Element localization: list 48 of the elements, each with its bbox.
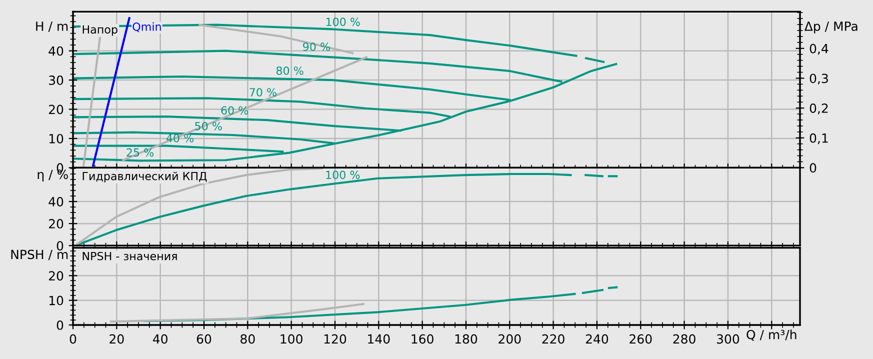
x-tick-label: 20 bbox=[110, 334, 124, 344]
y-tick-label: 40 bbox=[48, 197, 64, 206]
annotation: 80 % bbox=[276, 66, 304, 75]
x-tick-label: 200 bbox=[498, 334, 521, 344]
x-tick-label: 100 bbox=[280, 334, 302, 344]
annotation: 90 % bbox=[303, 42, 330, 51]
y2-tick-label: 0 bbox=[810, 163, 816, 173]
annotation: 100 % bbox=[326, 18, 360, 26]
x-tick-label: 60 bbox=[196, 334, 212, 344]
annotation: Гидравлический КПД bbox=[82, 172, 207, 182]
x-tick-label: 220 bbox=[542, 334, 564, 344]
y-tick-label: 10 bbox=[49, 134, 64, 144]
y2-tick-label: 0,1 bbox=[810, 133, 828, 144]
y-tick-label: 0 bbox=[56, 241, 64, 251]
y-tick-label: 20 bbox=[48, 104, 64, 114]
y-tick-label: 0 bbox=[56, 320, 64, 330]
y2-tick-label: 0,2 bbox=[810, 104, 828, 114]
y-tick-label: 30 bbox=[49, 76, 64, 85]
x-tick-label: 300 bbox=[716, 334, 740, 344]
annotation: 100 % bbox=[326, 170, 360, 180]
x-tick-label: 40 bbox=[152, 334, 168, 344]
x-tick-label: 160 bbox=[412, 334, 434, 344]
x-tick-label: 280 bbox=[673, 334, 696, 344]
y-axis-title: H / m bbox=[36, 22, 68, 32]
y-axis-title: NPSH / m bbox=[11, 250, 68, 260]
series-label: Qmin bbox=[132, 22, 161, 32]
x-tick-label: 180 bbox=[455, 334, 478, 344]
x-tick-label: 0 bbox=[70, 334, 76, 344]
annotation: 40 % bbox=[166, 134, 194, 142]
annotation: 25 % bbox=[126, 148, 154, 157]
annotation: Напор bbox=[82, 25, 118, 36]
y2-axis-title: Δp / MPa bbox=[804, 22, 858, 34]
annotation: 50 % bbox=[195, 122, 222, 130]
y-tick-label: 20 bbox=[48, 219, 64, 228]
x-tick-label: 140 bbox=[368, 334, 390, 344]
y-tick-label: 40 bbox=[48, 46, 64, 56]
y2-tick-label: 0,3 bbox=[810, 74, 828, 84]
annotation: 60 % bbox=[221, 106, 248, 115]
x-tick-label: 260 bbox=[630, 334, 652, 344]
annotation: NPSH - значения bbox=[82, 252, 177, 260]
y2-tick-label: 0,4 bbox=[810, 44, 828, 55]
y-tick-label: 10 bbox=[49, 296, 64, 306]
annotation: 70 % bbox=[250, 88, 276, 96]
x-tick-label: 120 bbox=[324, 334, 346, 344]
y-tick-label: 20 bbox=[48, 271, 64, 281]
x-tick-label: 240 bbox=[586, 334, 608, 344]
x-tick-label: 80 bbox=[240, 334, 255, 344]
x-axis-title: Q / m³/h bbox=[746, 330, 796, 341]
